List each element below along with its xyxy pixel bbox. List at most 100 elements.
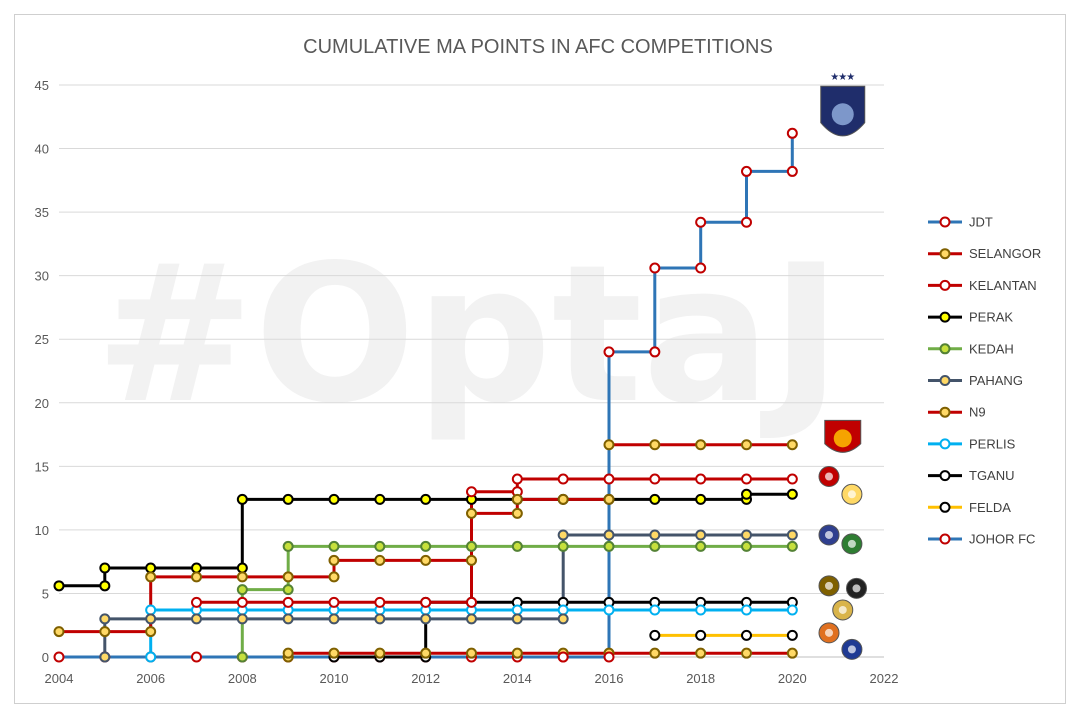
data-point-kelantan bbox=[649, 473, 661, 485]
legend-item-felda: FELDA bbox=[928, 500, 1011, 515]
data-point-selangor bbox=[557, 493, 569, 505]
data-point-selangor bbox=[282, 571, 294, 583]
series-line-perlis bbox=[149, 608, 793, 657]
series-line-selangor bbox=[59, 443, 793, 634]
legend-label: JDT bbox=[969, 215, 993, 230]
legend-item-kelantan: KELANTAN bbox=[928, 278, 1037, 293]
data-point-kedah bbox=[282, 540, 294, 552]
legend-label: PERAK bbox=[969, 310, 1013, 325]
data-point-perak bbox=[741, 488, 752, 500]
data-point-selangor bbox=[420, 554, 432, 566]
legend-label: JOHOR FC bbox=[969, 532, 1035, 547]
data-point-perak bbox=[145, 562, 157, 574]
data-point-kelantan bbox=[191, 596, 202, 608]
shield-crest-icon: ★ ★ ★ bbox=[820, 72, 866, 137]
data-point-jdt bbox=[649, 262, 661, 274]
legend-item-tganu: TGANU bbox=[928, 468, 1015, 483]
data-point-perlis bbox=[741, 604, 752, 616]
data-point-jdt bbox=[695, 262, 707, 274]
data-point-pahang bbox=[695, 529, 707, 541]
data-point-pahang bbox=[282, 613, 294, 625]
data-point-perak bbox=[236, 562, 248, 574]
data-point-kelantan bbox=[557, 473, 569, 485]
data-point-kedah bbox=[741, 540, 752, 552]
legend-item-kedah: KEDAH bbox=[928, 341, 1014, 356]
data-point-pahang bbox=[420, 613, 432, 625]
data-point-pahang bbox=[145, 613, 157, 625]
legend-item-jdt: JDT bbox=[928, 215, 993, 230]
crest-icon bbox=[846, 577, 867, 599]
data-point-perak bbox=[191, 562, 202, 574]
data-point-felda bbox=[695, 629, 707, 641]
x-tick-label: 2012 bbox=[411, 671, 440, 686]
data-point-pahang bbox=[603, 529, 615, 541]
chart-title: CUMULATIVE MA POINTS IN AFC COMPETITIONS bbox=[303, 36, 773, 58]
legend-item-pahang: PAHANG bbox=[928, 373, 1023, 388]
legend-item-johor-fc: JOHOR FC bbox=[928, 532, 1035, 547]
data-point-selangor bbox=[603, 493, 615, 505]
data-point-selangor bbox=[511, 493, 523, 505]
data-point-n9 bbox=[786, 647, 798, 659]
data-point-pahang bbox=[649, 529, 661, 541]
x-tick-label: 2022 bbox=[870, 671, 899, 686]
data-point-pahang bbox=[374, 613, 386, 625]
data-point-perak bbox=[99, 580, 111, 592]
data-point-perak bbox=[53, 580, 65, 592]
series-line-kelantan bbox=[196, 477, 793, 604]
data-point-pahang bbox=[741, 529, 752, 541]
data-point-kelantan bbox=[741, 473, 752, 485]
data-point-selangor bbox=[466, 554, 477, 566]
legend-item-perlis: PERLIS bbox=[928, 436, 1016, 451]
data-point-kelantan bbox=[786, 473, 798, 485]
series-line-tganu bbox=[334, 600, 793, 659]
data-point-selangor bbox=[649, 439, 661, 451]
y-tick-label: 30 bbox=[35, 269, 49, 284]
x-tick-label: 2018 bbox=[686, 671, 715, 686]
svg-text:★: ★ bbox=[830, 72, 839, 83]
data-point-felda bbox=[741, 629, 752, 641]
legend-item-perak: PERAK bbox=[928, 310, 1013, 325]
data-point-perak bbox=[328, 493, 340, 505]
data-point-pahang bbox=[191, 613, 202, 625]
crest-icon bbox=[818, 466, 840, 488]
data-point-n9 bbox=[466, 647, 477, 659]
data-point-pahang bbox=[236, 613, 248, 625]
data-point-n9 bbox=[282, 647, 294, 659]
data-point-jdt bbox=[786, 127, 798, 139]
legend-label: SELANGOR bbox=[969, 246, 1041, 261]
data-point-perak bbox=[695, 493, 707, 505]
data-point-perlis bbox=[145, 651, 157, 663]
data-point-pahang bbox=[99, 613, 111, 625]
data-point-pahang bbox=[557, 613, 569, 625]
y-tick-label: 40 bbox=[35, 142, 49, 157]
crest-icon bbox=[832, 599, 854, 621]
data-point-kedah bbox=[511, 540, 523, 552]
crest-icon bbox=[841, 483, 863, 505]
data-point-jdt bbox=[741, 165, 752, 177]
data-point-kelantan bbox=[236, 596, 248, 608]
svg-text:★: ★ bbox=[838, 72, 847, 83]
data-point-selangor bbox=[328, 554, 340, 566]
data-point-johor-fc bbox=[53, 651, 65, 663]
data-point-perak bbox=[282, 493, 294, 505]
svg-text:★: ★ bbox=[846, 72, 855, 83]
legend-label: PAHANG bbox=[969, 373, 1023, 388]
y-tick-label: 15 bbox=[35, 459, 49, 474]
data-point-selangor bbox=[786, 439, 798, 451]
data-point-jdt bbox=[603, 346, 615, 358]
series-line-perak bbox=[59, 492, 793, 588]
data-point-felda bbox=[786, 629, 798, 641]
x-tick-label: 2004 bbox=[45, 671, 74, 686]
series-line-pahang bbox=[103, 533, 793, 657]
data-point-selangor bbox=[511, 507, 523, 519]
data-point-kedah bbox=[695, 540, 707, 552]
crest-icon bbox=[841, 533, 863, 555]
data-point-kedah bbox=[282, 584, 294, 596]
data-point-perlis bbox=[603, 604, 615, 616]
legend: JDT SELANGOR KELANTAN PERAK KEDAH PAHANG N9 PER… bbox=[928, 215, 1041, 547]
y-tick-label: 5 bbox=[42, 586, 49, 601]
x-tick-label: 2008 bbox=[228, 671, 257, 686]
data-point-perak bbox=[99, 562, 111, 574]
chart-canvas: #OptaJ 0 5 10 15 20 25 30 35 40 45 2004 2006 2008 201… bbox=[35, 36, 1042, 686]
data-point-kedah bbox=[236, 584, 248, 596]
